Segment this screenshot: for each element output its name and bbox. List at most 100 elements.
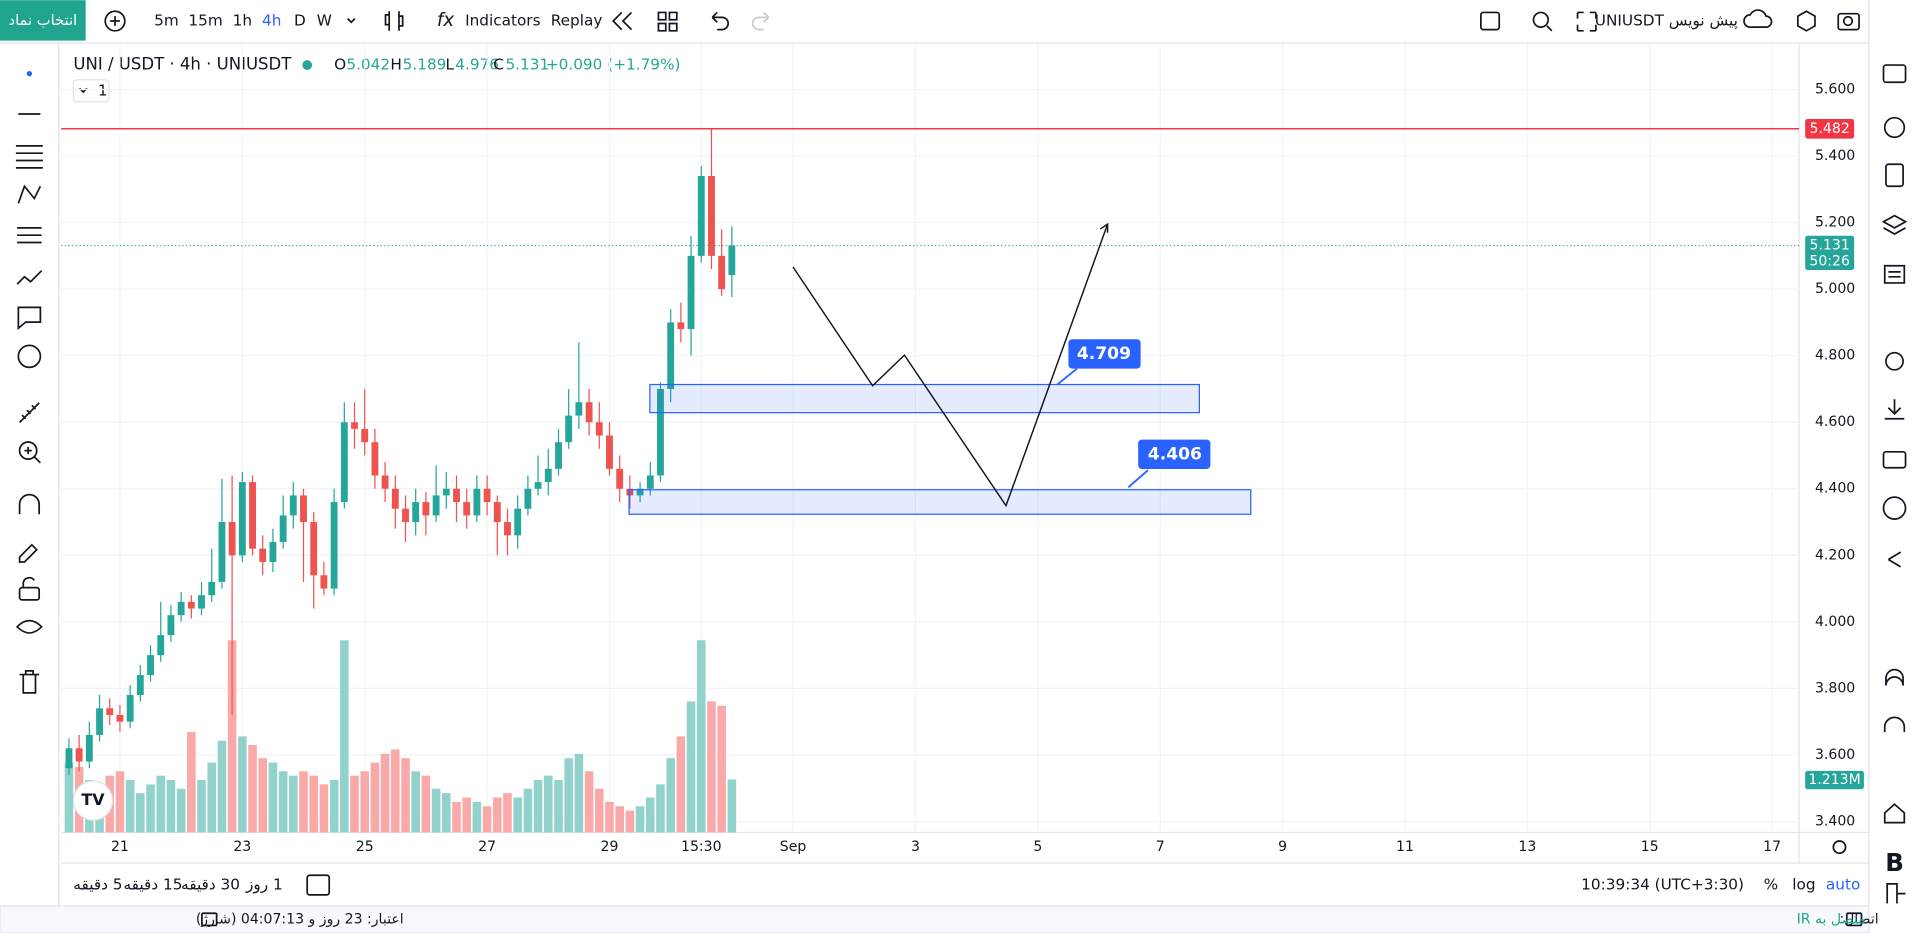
replay[interactable]: Replay [551,12,603,30]
credit: اعتبار: 23 روز و 04:07:13 (شارژ) [196,911,404,927]
layouts[interactable] [657,11,678,32]
candle-body [330,502,338,589]
interval[interactable]: 1h [233,12,252,30]
profile[interactable] [1882,496,1907,520]
wallet[interactable] [1882,450,1907,469]
volume-bar [656,784,665,833]
zone-label-pointer [1056,367,1078,386]
interval[interactable]: 5m [154,12,179,30]
candle-body [595,422,603,436]
layers[interactable] [1881,214,1908,235]
candle-body [320,575,328,589]
share[interactable] [1887,551,1902,568]
candle-body [728,245,736,276]
candle-body [544,468,552,483]
candle-body [65,748,73,769]
sidebar-settings[interactable] [1885,351,1904,371]
interval-dropdown[interactable] [346,17,356,24]
candle-body [585,402,593,423]
logout[interactable] [1886,882,1906,904]
emoji-tool[interactable] [17,344,42,369]
support[interactable] [1883,716,1906,733]
draw-mode-tool[interactable] [18,543,38,563]
hide-tool[interactable] [15,619,43,634]
snapshot[interactable] [1837,12,1860,31]
delete-tool[interactable] [19,670,40,694]
auto-toggle[interactable]: auto [1826,876,1860,894]
undo[interactable] [711,11,730,31]
projection-path[interactable] [792,223,1109,508]
volume-bar [493,797,502,833]
clock[interactable]: 10:39:34 (UTC+3:30) [1581,876,1744,894]
download[interactable] [1884,399,1905,420]
alerts[interactable] [1883,116,1906,139]
price-line-label: 5.482 [1810,121,1850,137]
text-tool[interactable] [17,306,42,331]
symbol-button[interactable] [0,0,86,41]
news[interactable] [1883,264,1906,284]
candle-body [269,541,277,562]
candle-body [718,255,726,290]
range-button[interactable]: 30 دقیقه [181,876,240,894]
candle-body [493,502,501,523]
pattern-tool[interactable] [17,184,42,204]
chart-type[interactable] [384,11,404,31]
x-tick-label: 27 [478,839,496,855]
volume-bar [350,775,359,833]
candle-body [555,442,562,469]
connection-icon [1845,912,1863,927]
prediction-tool[interactable] [17,226,42,244]
cursor-tool[interactable] [26,70,33,77]
last-price-label: 5.131 [1810,238,1850,254]
tv-logo[interactable] [72,780,114,821]
candle-body [289,495,297,516]
collapse-button[interactable] [72,79,110,103]
notifications[interactable] [1885,668,1904,686]
watchlist[interactable] [1882,64,1907,84]
redo[interactable] [751,11,770,31]
legend-label: L [445,56,454,74]
range-button[interactable]: 15 دقیقه [123,876,182,894]
zone-label-pointer [1127,469,1149,488]
percent-toggle[interactable]: % [1764,876,1779,894]
symbol-button-label[interactable]: انتخاب نماد [9,12,78,29]
interval[interactable]: D [294,12,306,30]
add-symbol[interactable] [104,10,126,32]
goto-date[interactable] [306,874,331,896]
home[interactable] [1883,803,1906,824]
magnet-tool[interactable] [18,493,41,515]
demand-zone[interactable] [628,489,1252,515]
legend-change: +0.090 (+1.79%) [546,56,681,74]
measure-tool[interactable] [18,402,40,424]
log-toggle[interactable]: log [1792,876,1815,894]
candle-body [402,508,409,523]
interval[interactable]: W [317,12,332,30]
collapse-count: 1 [98,81,108,99]
candle-body [534,482,542,489]
layout-name[interactable]: UNIUSDT پیش نویس [1595,12,1738,31]
volume-bar [329,780,339,833]
settings[interactable] [1796,10,1816,32]
x-tick-label: 3 [911,839,920,855]
notes[interactable] [1885,163,1904,188]
interval-active[interactable]: 4h [262,12,281,30]
fullscreen[interactable] [1576,11,1597,32]
volume-bar [411,771,420,833]
fib-tool[interactable] [15,144,43,169]
brand[interactable]: B [1885,848,1904,877]
lock-tool[interactable] [18,586,41,601]
candle-body [575,402,583,416]
indicators[interactable]: Indicators [465,12,541,30]
axis-settings[interactable] [1832,840,1847,855]
save[interactable] [1743,9,1773,28]
candle-body [412,502,420,523]
range-button[interactable]: 5 دقیقه [73,876,122,894]
fullscreen-box[interactable] [1480,11,1501,31]
demand-zone[interactable] [649,383,1200,414]
interval[interactable]: 15m [188,12,222,30]
range-button[interactable]: 1 روز [245,876,283,894]
quick-search[interactable] [1532,11,1550,28]
zoom-tool[interactable] [18,441,38,461]
forecast-tool[interactable] [16,270,43,285]
